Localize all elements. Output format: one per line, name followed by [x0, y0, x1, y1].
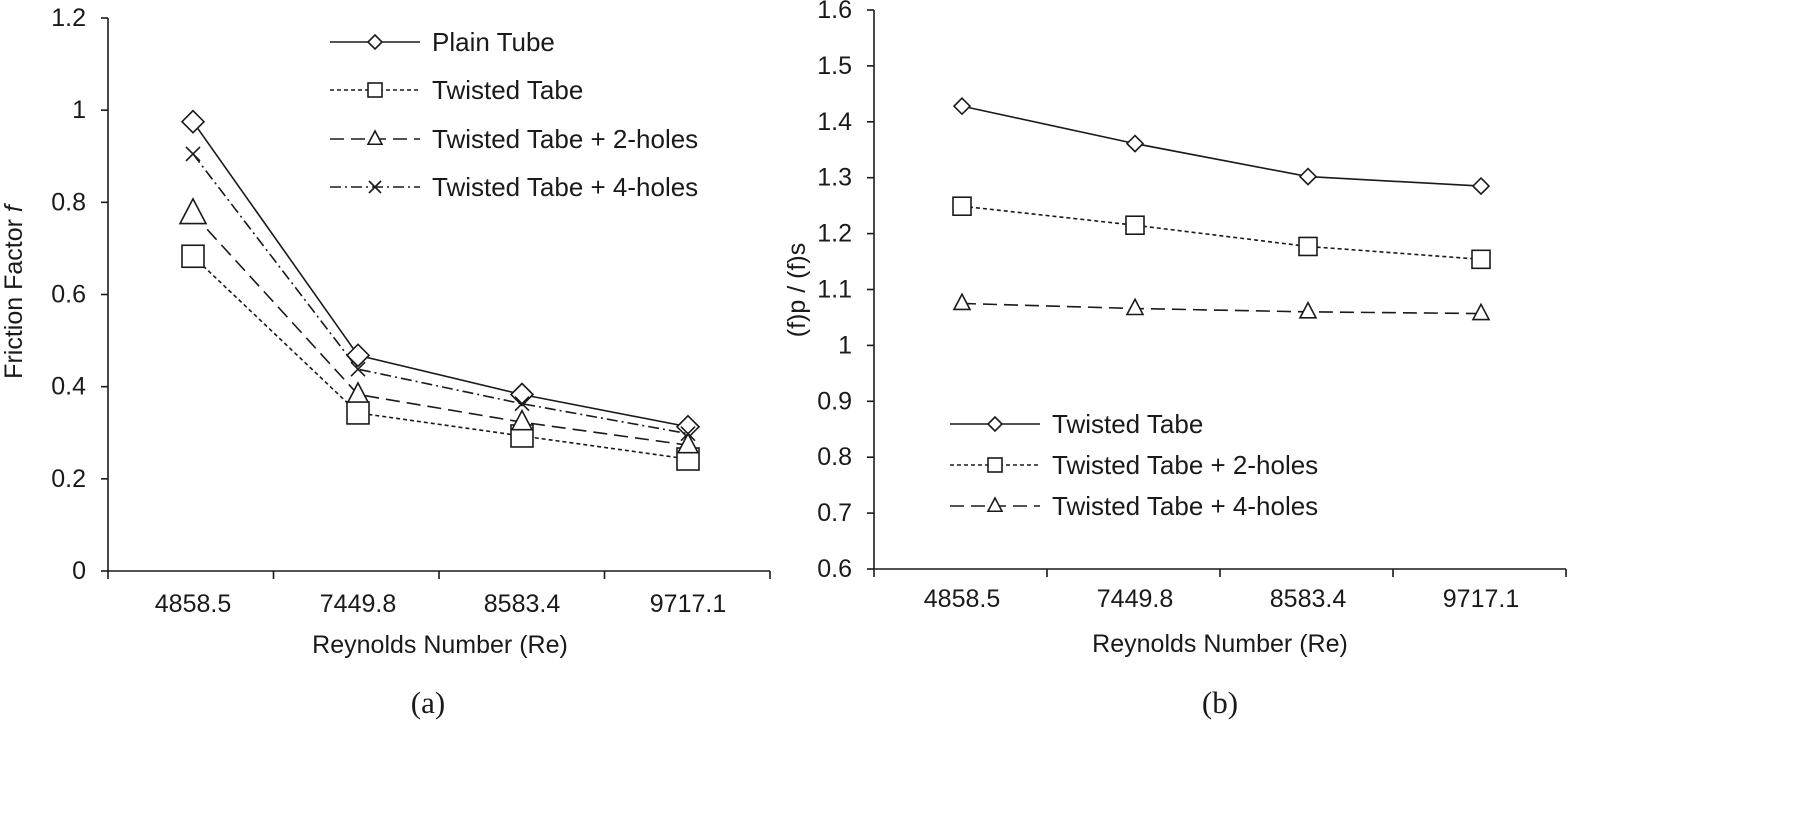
legend-marker-diamond: [366, 33, 384, 51]
legend-label: Twisted Tabe + 2-holes: [1052, 450, 1318, 480]
x-tick-label: 9717.1: [1443, 585, 1519, 613]
y-axis-label-symbol: f: [0, 202, 28, 212]
data-point-x: [514, 396, 530, 412]
data-point-square: [1125, 215, 1145, 236]
y-tick-label: 1.5: [817, 52, 852, 80]
legend-marker-square: [367, 82, 383, 98]
y-tick-label: 1: [72, 96, 86, 124]
series-line: [961, 205, 1482, 261]
y-tick-label: 0.6: [817, 555, 852, 583]
y-tick-label: 1.1: [817, 276, 852, 304]
data-point-diamond: [180, 109, 206, 134]
data-point-square: [1471, 249, 1491, 270]
data-point-triangle: [1471, 302, 1491, 321]
data-point-triangle: [1125, 297, 1145, 316]
x-tick-label: 9717.1: [650, 590, 726, 618]
data-point-triangle: [510, 408, 534, 431]
series-0: [180, 109, 701, 439]
data-point-diamond: [952, 97, 972, 116]
data-point-square: [952, 196, 972, 217]
series-line: [961, 302, 1482, 315]
y-axis-label: Friction Factor f: [0, 202, 28, 379]
data-point-triangle: [676, 431, 700, 454]
data-point-diamond: [1125, 134, 1145, 153]
data-point-triangle: [1298, 300, 1318, 319]
series-line: [192, 213, 689, 446]
legend-label: Twisted Tabe: [1052, 409, 1203, 439]
y-tick-label: 0.8: [51, 188, 86, 216]
y-tick-label: 1: [838, 331, 852, 359]
legend-marker-triangle: [986, 496, 1004, 513]
series-line: [961, 105, 1482, 187]
series-0: [952, 97, 1491, 196]
legend-marker-diamond: [986, 415, 1004, 433]
y-tick-label: 0.4: [51, 373, 86, 401]
data-point-diamond: [345, 343, 371, 368]
data-point-diamond: [1471, 176, 1491, 196]
series-1: [952, 196, 1491, 270]
legend-label: Twisted Tabe + 4-holes: [432, 172, 698, 202]
y-tick-label: 1.4: [817, 108, 852, 136]
x-tick-label: 4858.5: [155, 590, 231, 618]
y-tick-label: 1.6: [817, 0, 852, 24]
data-point-square: [181, 244, 205, 269]
series-2: [178, 197, 700, 454]
data-point-triangle: [346, 381, 370, 403]
y-tick-label: 0.8: [817, 443, 852, 471]
data-point-triangle: [178, 197, 208, 225]
y-tick-label: 0.9: [817, 387, 852, 415]
y-tick-label: 0.7: [817, 499, 852, 527]
series-line: [192, 153, 689, 435]
data-point-triangle: [952, 292, 972, 311]
data-point-square: [1298, 236, 1318, 257]
y-tick-label: 1.2: [51, 4, 86, 32]
figure-caption: (b): [1202, 685, 1238, 720]
data-point-x: [185, 146, 201, 162]
x-tick-label: 4858.5: [924, 585, 1000, 613]
data-point-x: [350, 361, 366, 377]
series-3: [185, 146, 696, 442]
data-point-diamond: [509, 382, 535, 407]
y-axis-label: (f)p / (f)s: [783, 243, 811, 337]
x-tick-label: 7449.8: [320, 590, 396, 618]
legend-label: Twisted Tabe: [432, 75, 583, 105]
y-tick-label: 1.3: [817, 164, 852, 192]
x-tick-label: 8583.4: [1270, 585, 1347, 613]
x-axis-label: Reynolds Number (Re): [1092, 630, 1348, 658]
data-point-square: [346, 401, 370, 425]
chart-a: 0 0.2 0.4 0.6 0.8 1 1.2 4858.5 7449.8 8583.4 9717.…: [0, 4, 771, 720]
y-tick-label: 0.2: [51, 465, 86, 493]
data-point-x: [680, 426, 696, 442]
legend: Twisted Tabe Twisted Tabe + 2-holes Twiste…: [950, 409, 1318, 521]
figure-caption: (a): [411, 685, 445, 720]
legend-marker-square: [987, 457, 1003, 473]
x-axis-label: Reynolds Number (Re): [312, 631, 568, 659]
series-line: [192, 121, 689, 428]
legend-marker-x: [368, 180, 382, 194]
x-tick-label: 7449.8: [1097, 585, 1173, 613]
y-tick-label: 0.6: [51, 281, 86, 309]
x-tick-label: 8583.4: [484, 590, 561, 618]
legend-marker-triangle: [366, 129, 384, 146]
data-point-diamond: [1298, 167, 1318, 186]
y-tick-label: 1.2: [817, 220, 852, 248]
y-tick-label: 0: [72, 557, 86, 585]
legend: Plain Tube Twisted Tabe Twisted Tabe + 2-h…: [330, 27, 698, 202]
series-1: [181, 244, 700, 471]
legend-label: Twisted Tabe + 2-holes: [432, 124, 698, 154]
legend-label: Plain Tube: [432, 27, 555, 57]
series-2: [952, 292, 1491, 321]
series-line: [192, 255, 689, 460]
legend-label: Twisted Tabe + 4-holes: [1052, 491, 1318, 521]
chart-b: 0.6 0.7 0.8 0.9 1 1.1 1.2 1.3 1.4 1.5 1.6 4858.5 744…: [783, 0, 1567, 720]
